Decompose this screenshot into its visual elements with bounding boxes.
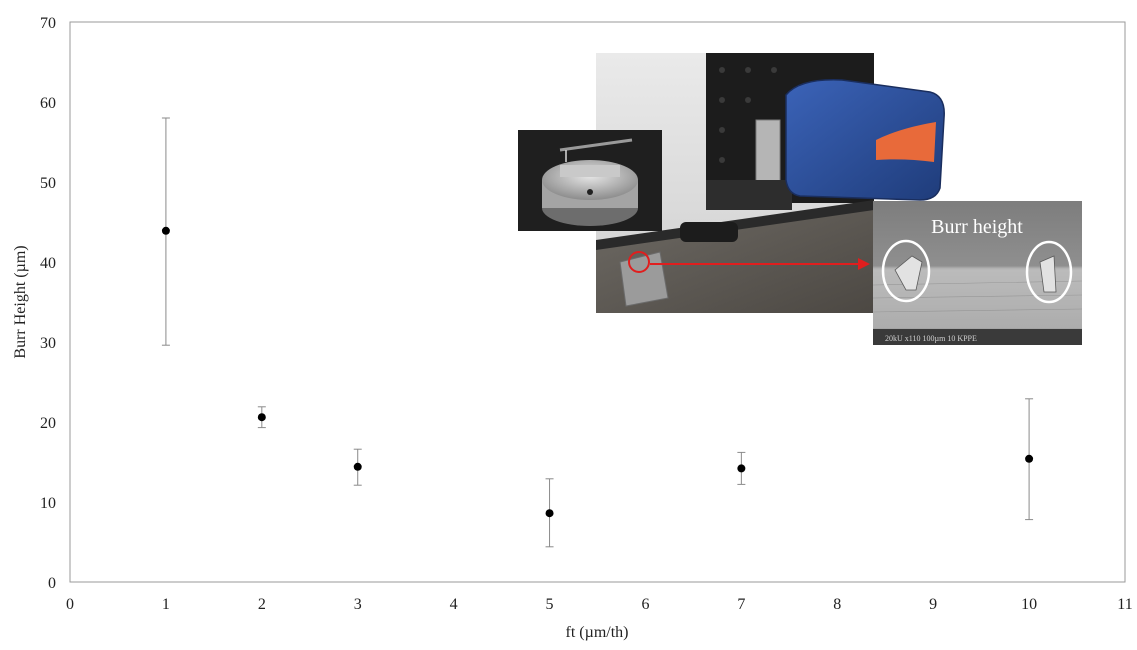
x-tick-label: 2 xyxy=(258,596,266,613)
y-axis-ticks: 0 10 20 30 40 50 60 70 xyxy=(40,15,56,592)
data-points xyxy=(161,226,1034,518)
y-tick-label: 60 xyxy=(40,95,56,112)
y-tick-label: 30 xyxy=(40,335,56,352)
sem-scale-text: 20kU x110 100µm 10 KPPE xyxy=(885,334,977,343)
x-tick-label: 9 xyxy=(929,596,937,613)
x-tick-label: 6 xyxy=(641,596,649,613)
x-tick-label: 4 xyxy=(450,596,458,613)
x-tick-label: 5 xyxy=(546,596,554,613)
data-point xyxy=(257,413,266,422)
y-tick-label: 50 xyxy=(40,175,56,192)
y-tick-label: 70 xyxy=(40,15,56,32)
x-axis-label: ft (µm/th) xyxy=(566,624,629,641)
sem-image-inset: Burr height 20kU x110 100µm 10 KPPE xyxy=(872,201,1083,345)
x-tick-label: 1 xyxy=(162,596,170,613)
x-tick-label: 7 xyxy=(737,596,745,613)
x-tick-label: 11 xyxy=(1117,596,1132,613)
y-tick-label: 40 xyxy=(40,255,56,272)
y-tick-label: 10 xyxy=(40,495,56,512)
data-point xyxy=(545,509,554,518)
x-axis-ticks: 0 1 2 3 4 5 6 7 8 9 10 11 xyxy=(66,596,1133,613)
data-point xyxy=(353,462,362,471)
x-tick-label: 0 xyxy=(66,596,74,613)
data-point xyxy=(737,464,746,473)
x-tick-label: 8 xyxy=(833,596,841,613)
y-tick-label: 0 xyxy=(48,575,56,592)
y-axis-label: Burr Height (µm) xyxy=(12,245,29,358)
x-tick-label: 10 xyxy=(1021,596,1037,613)
x-tick-label: 3 xyxy=(354,596,362,613)
device-photo-inset xyxy=(596,53,945,313)
y-tick-label: 20 xyxy=(40,415,56,432)
data-point xyxy=(1025,454,1034,463)
sample-closeup-inset xyxy=(518,130,662,231)
sem-burr-height-label: Burr height xyxy=(931,216,1023,238)
data-point xyxy=(161,226,170,235)
